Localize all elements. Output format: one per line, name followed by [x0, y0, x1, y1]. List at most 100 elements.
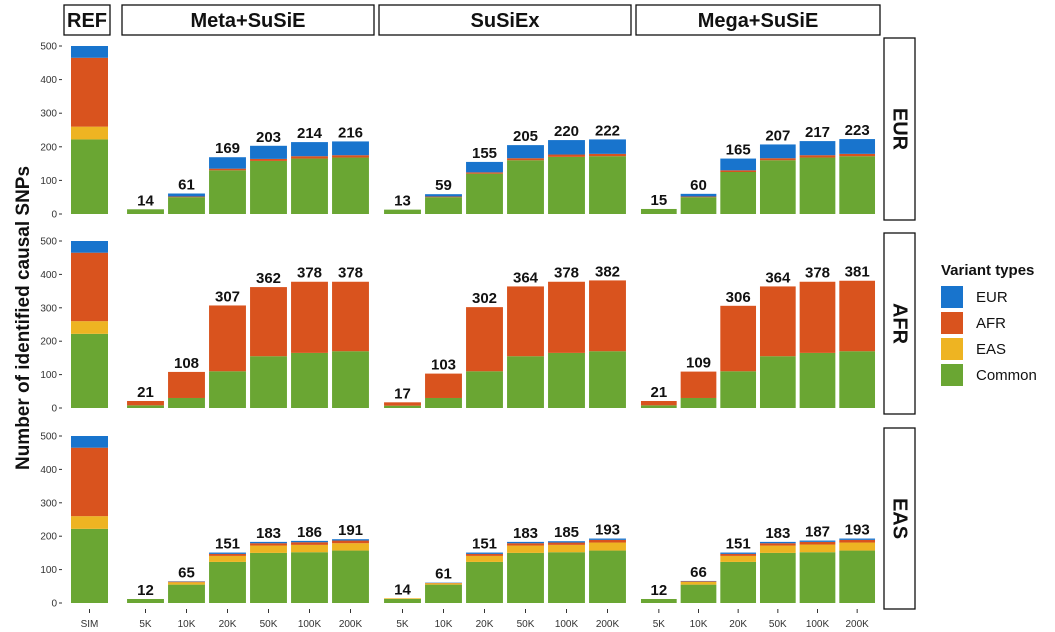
bar-susiex-afr-20k-afr [466, 307, 503, 372]
bar-meta-susie-eur-50k-common [250, 160, 287, 214]
bar-total-label: 151 [215, 536, 240, 553]
bar-meta-susie-eas-10k-common [168, 584, 205, 603]
x-tick-label: 5K [396, 619, 409, 630]
strip-label: Mega+SuSiE [698, 10, 819, 32]
bar-mega-susie-eur-200k-eur [839, 139, 876, 154]
bar-susiex-afr-200k-common [589, 351, 626, 408]
bar-meta-susie-eas-50k-eur [250, 541, 287, 544]
x-tick-label: 20K [219, 619, 237, 630]
bar-mega-susie-eur-200k-afr [839, 153, 876, 157]
bar-mega-susie-afr-5k-afr [640, 400, 677, 406]
bar-total-label: 187 [805, 524, 830, 541]
bar-mega-susie-eas-200k-common [839, 550, 876, 603]
strip-label: Meta+SuSiE [190, 10, 305, 32]
bar-total-label: 302 [472, 290, 497, 307]
legend-swatch-common [941, 364, 963, 386]
bar-mega-susie-eur-10k-common [680, 197, 717, 214]
x-tick-label: 10K [435, 619, 453, 630]
bar-susiex-eas-200k-eur [589, 538, 626, 540]
bar-susiex-afr-100k-common [548, 352, 585, 408]
bar-mega-susie-eas-200k-eas [839, 542, 876, 551]
bar-ref-eur-common [71, 139, 108, 214]
y-tick-label: 400 [40, 270, 57, 281]
bar-total-label: 14 [394, 581, 411, 598]
bar-susiex-eas-20k-eas [466, 555, 503, 562]
bar-total-label: 306 [726, 289, 751, 306]
bar-mega-susie-afr-5k-common [640, 405, 677, 408]
bar-meta-susie-eas-20k-afr [209, 553, 246, 556]
bar-susiex-eur-100k-eur [548, 140, 585, 155]
x-tick-label: 200K [845, 619, 869, 630]
bar-total-label: 203 [256, 129, 281, 146]
y-tick-label: 300 [40, 303, 57, 314]
bar-mega-susie-eur-50k-common [759, 160, 796, 214]
strip-label: SuSiEx [471, 10, 540, 32]
bar-meta-susie-eas-20k-common [209, 561, 246, 603]
bar-total-label: 165 [726, 142, 751, 159]
x-tick-label: 5K [139, 619, 152, 630]
bar-mega-susie-eas-100k-eas [799, 544, 836, 553]
bar-mega-susie-eas-100k-common [799, 552, 836, 603]
y-axis-title: Number of identified causal SNPs [13, 166, 34, 470]
row-strip-label: EUR [889, 108, 911, 151]
bar-meta-susie-eas-100k-afr [291, 542, 328, 545]
bar-meta-susie-eur-20k-eur [209, 157, 246, 169]
bar-meta-susie-eas-50k-common [250, 552, 287, 603]
bar-susiex-eas-5k-eas [384, 598, 421, 599]
bar-mega-susie-afr-100k-afr [799, 281, 836, 353]
bar-susiex-afr-5k-common [384, 405, 421, 408]
bar-mega-susie-eas-5k-common [640, 598, 677, 603]
bar-total-label: 217 [805, 124, 830, 141]
bar-total-label: 364 [765, 269, 791, 286]
bar-mega-susie-eas-200k-afr [839, 539, 876, 543]
x-tick-label: 50K [769, 619, 787, 630]
bar-meta-susie-afr-20k-common [209, 371, 246, 408]
bar-susiex-eur-200k-eur [589, 139, 626, 154]
bar-total-label: 207 [765, 127, 790, 144]
bar-total-label: 193 [845, 522, 870, 539]
bar-meta-susie-afr-100k-afr [291, 281, 328, 353]
bar-meta-susie-afr-10k-afr [168, 371, 205, 398]
bar-meta-susie-eur-10k-afr [168, 196, 205, 198]
bar-susiex-eas-10k-common [425, 584, 462, 603]
panel-susiex-eur [379, 38, 631, 220]
bar-meta-susie-eur-20k-afr [209, 168, 246, 171]
row-strip-afr [883, 232, 916, 415]
y-tick-label: 400 [40, 465, 57, 476]
bar-susiex-eas-5k-common [384, 598, 421, 603]
x-tick-label: 20K [729, 619, 747, 630]
bar-mega-susie-eur-20k-eur [720, 158, 757, 171]
panel-susiex-eas [379, 428, 631, 609]
legend-swatch-afr [941, 312, 963, 334]
bar-total-label: 193 [595, 522, 620, 539]
bar-total-label: 61 [178, 177, 195, 194]
bar-meta-susie-eas-100k-eas [291, 544, 328, 553]
y-tick-label: 300 [40, 109, 57, 120]
bar-susiex-eas-20k-eur [466, 552, 503, 554]
bar-meta-susie-eas-10k-eas [168, 582, 205, 585]
bar-mega-susie-eas-50k-eur [759, 541, 796, 544]
bar-total-label: 151 [472, 536, 497, 553]
bar-susiex-eur-100k-common [548, 156, 585, 214]
row-strip-eur [883, 37, 916, 221]
bar-mega-susie-eas-20k-eas [720, 555, 757, 562]
bar-meta-susie-afr-200k-common [332, 351, 369, 408]
panel-meta+susie-afr [122, 233, 374, 414]
bar-susiex-afr-50k-afr [507, 286, 544, 357]
bar-susiex-afr-10k-common [425, 397, 462, 408]
bar-susiex-afr-200k-afr [589, 280, 626, 352]
bar-susiex-afr-50k-common [507, 356, 544, 408]
bar-susiex-eur-100k-afr [548, 154, 585, 157]
y-tick-label: 100 [40, 370, 57, 381]
panel-meta+susie-eur [122, 38, 374, 220]
bar-total-label: 378 [297, 265, 322, 282]
bar-susiex-eas-20k-common [466, 561, 503, 603]
y-tick-label: 500 [40, 237, 57, 248]
bar-susiex-eur-20k-afr [466, 172, 503, 174]
bar-mega-susie-eur-10k-eur [680, 193, 717, 197]
x-tick-label: 5K [653, 619, 666, 630]
bar-mega-susie-eas-20k-afr [720, 553, 757, 556]
bar-mega-susie-afr-10k-common [680, 397, 717, 408]
y-tick-label: 200 [40, 142, 57, 153]
bar-ref-eas-eas [71, 516, 108, 529]
